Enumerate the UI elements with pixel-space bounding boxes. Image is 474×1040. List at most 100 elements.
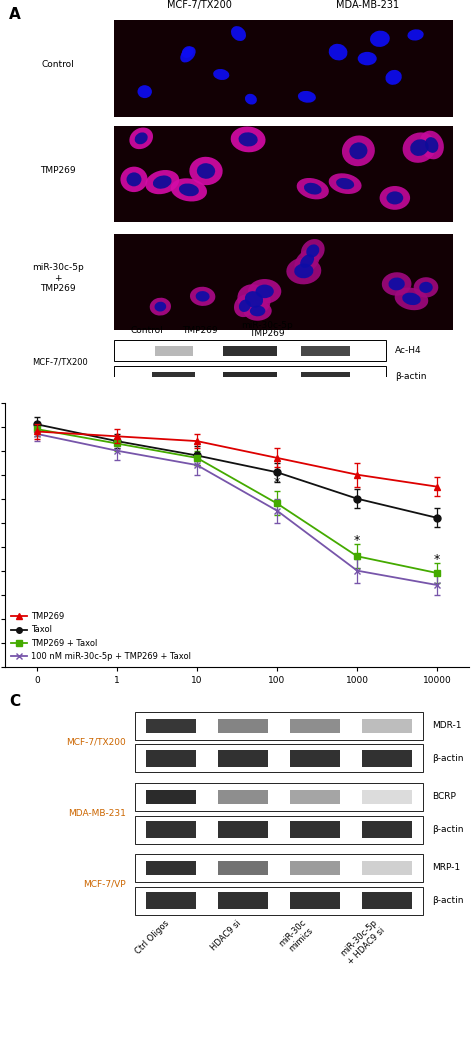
Bar (362, 821, 412, 838)
Legend: TMP269, Taxol, TMP269 + Taxol, 100 nM miR-30c-5p + TMP269 + Taxol: TMP269, Taxol, TMP269 + Taxol, 100 nM mi… (9, 610, 193, 662)
Bar (301, 346, 350, 356)
Bar (146, 789, 196, 804)
Bar (290, 719, 340, 732)
Ellipse shape (386, 191, 403, 205)
Bar (218, 719, 268, 732)
Text: *: * (354, 534, 360, 547)
Ellipse shape (294, 263, 313, 279)
Text: MRP-1: MRP-1 (432, 863, 460, 873)
Bar (114, 340, 386, 362)
Ellipse shape (239, 300, 251, 312)
Ellipse shape (255, 285, 274, 298)
Bar (114, 126, 283, 223)
Ellipse shape (336, 178, 354, 189)
Text: Control: Control (130, 326, 163, 335)
Ellipse shape (245, 291, 263, 308)
Bar (301, 371, 350, 382)
Ellipse shape (180, 47, 196, 62)
Text: β-actin: β-actin (432, 754, 464, 763)
Ellipse shape (380, 186, 410, 210)
Bar (146, 719, 196, 732)
Bar (218, 821, 268, 838)
Bar (114, 234, 283, 331)
Text: C: C (9, 695, 20, 709)
Text: MDR-1: MDR-1 (432, 721, 462, 730)
Ellipse shape (179, 183, 199, 197)
Ellipse shape (234, 294, 256, 317)
Ellipse shape (238, 132, 258, 147)
Ellipse shape (328, 174, 362, 194)
Ellipse shape (182, 46, 193, 58)
Bar (290, 821, 340, 838)
Bar (218, 861, 268, 875)
Ellipse shape (370, 30, 390, 47)
Text: miR-30c-5p
+
TMP269: miR-30c-5p + TMP269 (32, 263, 84, 293)
Ellipse shape (145, 170, 179, 194)
Ellipse shape (408, 29, 424, 41)
Ellipse shape (300, 254, 314, 268)
Ellipse shape (244, 302, 272, 320)
Text: MCF-7/VP: MCF-7/VP (83, 880, 126, 889)
Text: *: * (434, 553, 440, 566)
Text: MCF-7/TX200: MCF-7/TX200 (66, 737, 126, 747)
Ellipse shape (196, 291, 210, 302)
Bar (290, 789, 340, 804)
Ellipse shape (301, 239, 325, 263)
Ellipse shape (382, 272, 411, 295)
Text: β-actin: β-actin (432, 825, 464, 834)
Ellipse shape (294, 249, 320, 274)
Ellipse shape (414, 278, 438, 297)
Text: Ac-H4: Ac-H4 (395, 346, 421, 356)
Ellipse shape (349, 142, 367, 159)
Text: BCRP: BCRP (432, 792, 456, 801)
Bar (135, 815, 423, 843)
Text: β-actin: β-actin (432, 896, 464, 905)
Ellipse shape (250, 306, 265, 316)
Text: Control: Control (42, 60, 74, 69)
Ellipse shape (402, 292, 421, 305)
Ellipse shape (425, 137, 438, 153)
Bar (290, 892, 340, 909)
Bar (362, 892, 412, 909)
Text: TMP269: TMP269 (249, 329, 285, 338)
Ellipse shape (419, 131, 444, 159)
Bar (146, 750, 196, 768)
Bar (218, 750, 268, 768)
Text: MCF-7/TX200: MCF-7/TX200 (33, 357, 88, 366)
Ellipse shape (213, 69, 229, 80)
Ellipse shape (329, 44, 347, 60)
Ellipse shape (237, 284, 271, 315)
Bar (290, 750, 340, 768)
Text: HDAC9 si: HDAC9 si (209, 918, 243, 952)
Bar (135, 711, 423, 739)
Bar (362, 750, 412, 768)
Bar (218, 892, 268, 909)
Bar (283, 126, 453, 223)
Ellipse shape (150, 297, 171, 315)
Bar (146, 861, 196, 875)
Ellipse shape (395, 288, 428, 310)
Ellipse shape (297, 178, 329, 200)
Ellipse shape (231, 127, 265, 152)
Bar (146, 892, 196, 909)
Ellipse shape (342, 135, 375, 166)
Ellipse shape (197, 163, 215, 179)
Bar (135, 854, 423, 882)
Ellipse shape (419, 282, 433, 293)
Ellipse shape (155, 302, 166, 312)
Bar (362, 861, 412, 875)
Ellipse shape (304, 183, 322, 194)
Ellipse shape (306, 244, 319, 258)
Ellipse shape (120, 166, 147, 192)
Bar (135, 783, 423, 811)
Ellipse shape (385, 70, 402, 85)
Ellipse shape (298, 90, 316, 103)
Bar (135, 887, 423, 915)
Ellipse shape (231, 26, 246, 41)
Ellipse shape (135, 132, 148, 145)
Ellipse shape (389, 278, 405, 290)
Bar (290, 861, 340, 875)
Text: miR-30c-5p
+ HDAC9 si: miR-30c-5p + HDAC9 si (339, 918, 387, 966)
Bar (135, 745, 423, 773)
Bar (223, 346, 277, 356)
